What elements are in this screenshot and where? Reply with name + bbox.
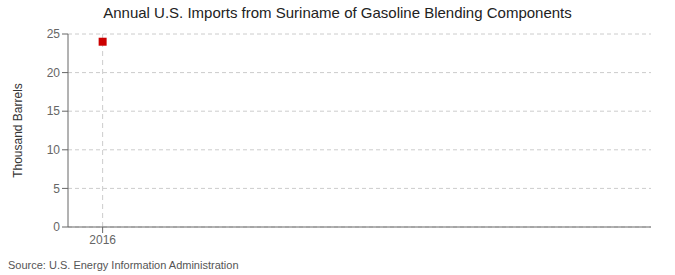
svg-text:25: 25 <box>47 27 61 41</box>
svg-text:2016: 2016 <box>89 233 116 247</box>
svg-text:0: 0 <box>53 220 60 234</box>
html-text:Source: U.S. Energy Informatio: Source: U.S. Energy Information Administ… <box>8 259 239 271</box>
svg-text:20: 20 <box>47 66 61 80</box>
svg-text:15: 15 <box>47 104 61 118</box>
svg-text:10: 10 <box>47 143 61 157</box>
svg-text:5: 5 <box>53 182 60 196</box>
html-text:Annual U.S. Imports from Surin: Annual U.S. Imports from Suriname of Gas… <box>103 4 572 21</box>
svg-text:Thousand Barrels: Thousand Barrels <box>11 83 25 178</box>
